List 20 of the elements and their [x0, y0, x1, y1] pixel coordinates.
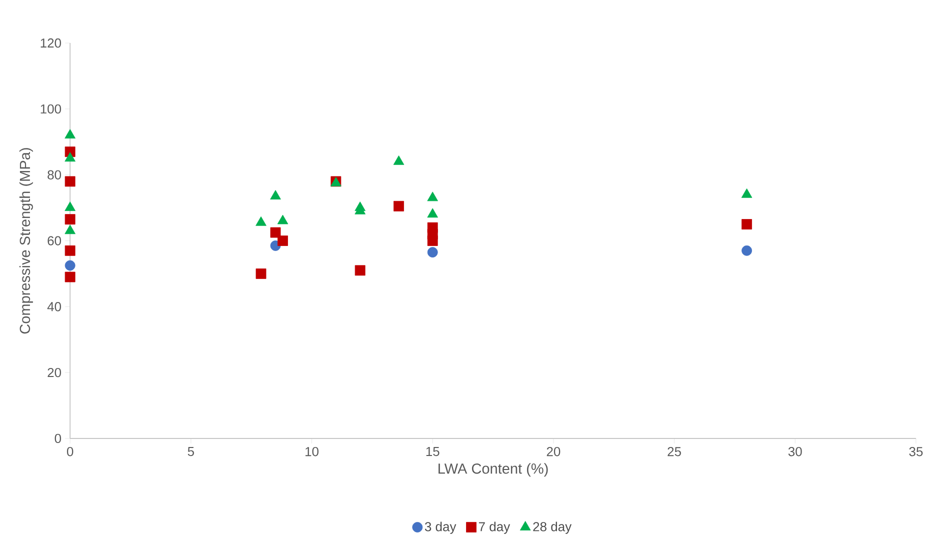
y-tick-label: 20 [48, 368, 62, 378]
y-tick-label: 0 [54, 434, 62, 444]
x-tick-label: 0 [66, 447, 74, 456]
x-tick-label: 30 [788, 447, 802, 456]
x-axis-title: LWA Content (%) [438, 463, 548, 477]
y-tick-label: 100 [40, 104, 62, 114]
y-tick-label: 40 [47, 302, 62, 312]
x-tick-label: 15 [426, 447, 440, 456]
y-axis-title: Compressive Strength (MPa) [19, 148, 33, 334]
x-tick-label: 35 [909, 447, 923, 456]
y-tick-label: 60 [48, 236, 62, 246]
x-tick-label: 10 [306, 447, 318, 456]
y-tick-label: 120 [40, 38, 62, 48]
legend-label: 28 day [533, 522, 572, 534]
x-tick-label: 25 [668, 447, 681, 456]
legend-label: 3 day [424, 522, 456, 534]
x-tick-label: 5 [188, 447, 194, 456]
x-tick-label: 20 [546, 447, 560, 456]
y-tick-label: 80 [48, 170, 62, 180]
legend-label: 7 day [478, 522, 510, 534]
